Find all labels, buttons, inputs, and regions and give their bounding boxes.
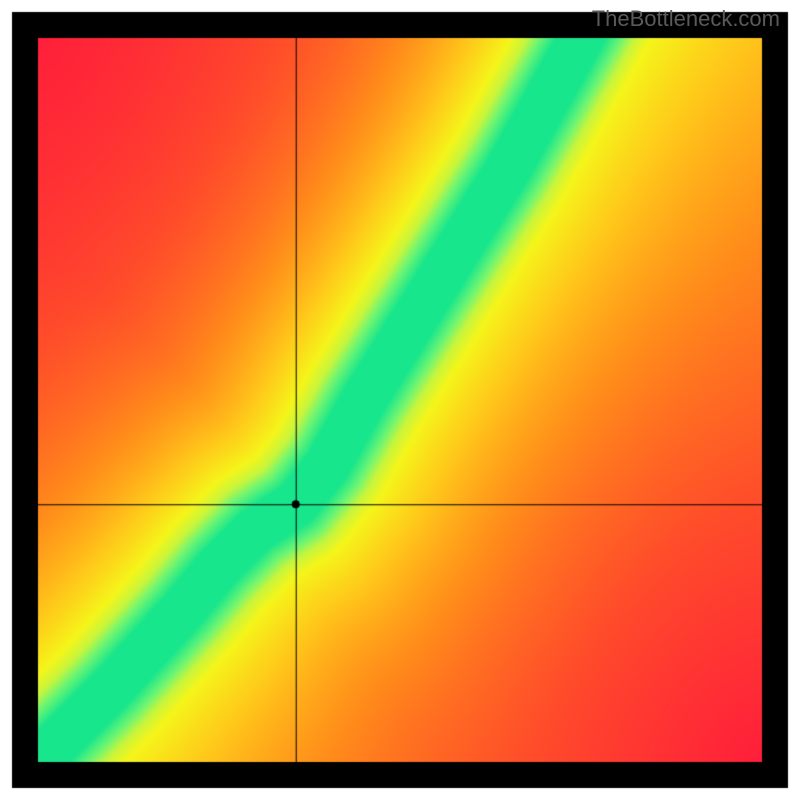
watermark-text: TheBottleneck.com	[592, 6, 780, 32]
bottleneck-heatmap	[0, 0, 800, 800]
